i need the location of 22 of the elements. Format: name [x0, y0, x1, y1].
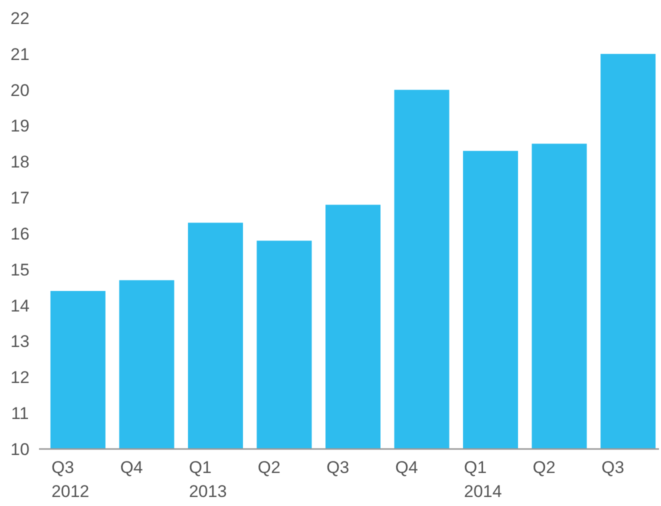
y-tick-label: 12 — [10, 368, 30, 388]
y-tick-label: 11 — [11, 404, 29, 424]
y-tick-label: 19 — [10, 116, 30, 136]
y-tick-label: 21 — [10, 44, 30, 64]
y-tick-label: 10 — [10, 440, 30, 459]
y-tick-label: 13 — [10, 332, 30, 352]
y-tick-label: 22 — [10, 8, 30, 28]
x-tick-label: Q4 — [395, 458, 418, 477]
x-tick-label: Q2 — [532, 458, 556, 477]
y-tick-label: 20 — [10, 80, 30, 100]
y-tick-label: 14 — [10, 296, 30, 316]
x-tick-label: Q3 — [602, 458, 624, 477]
x-tick-label: Q1 2013 — [188, 458, 227, 501]
y-tick-label: 17 — [10, 188, 30, 208]
x-tick-label: Q2 — [258, 458, 280, 477]
x-tick-label: Q1 2014 — [464, 458, 502, 501]
y-tick-label: 18 — [10, 152, 30, 172]
y-tick-label: 15 — [10, 260, 30, 280]
y-tick-label: 16 — [10, 224, 30, 244]
x-tick-label: Q3 — [326, 458, 350, 477]
x-tick-label: Q4 — [120, 458, 143, 477]
x-tick-label: Q3 2012 — [51, 458, 90, 501]
